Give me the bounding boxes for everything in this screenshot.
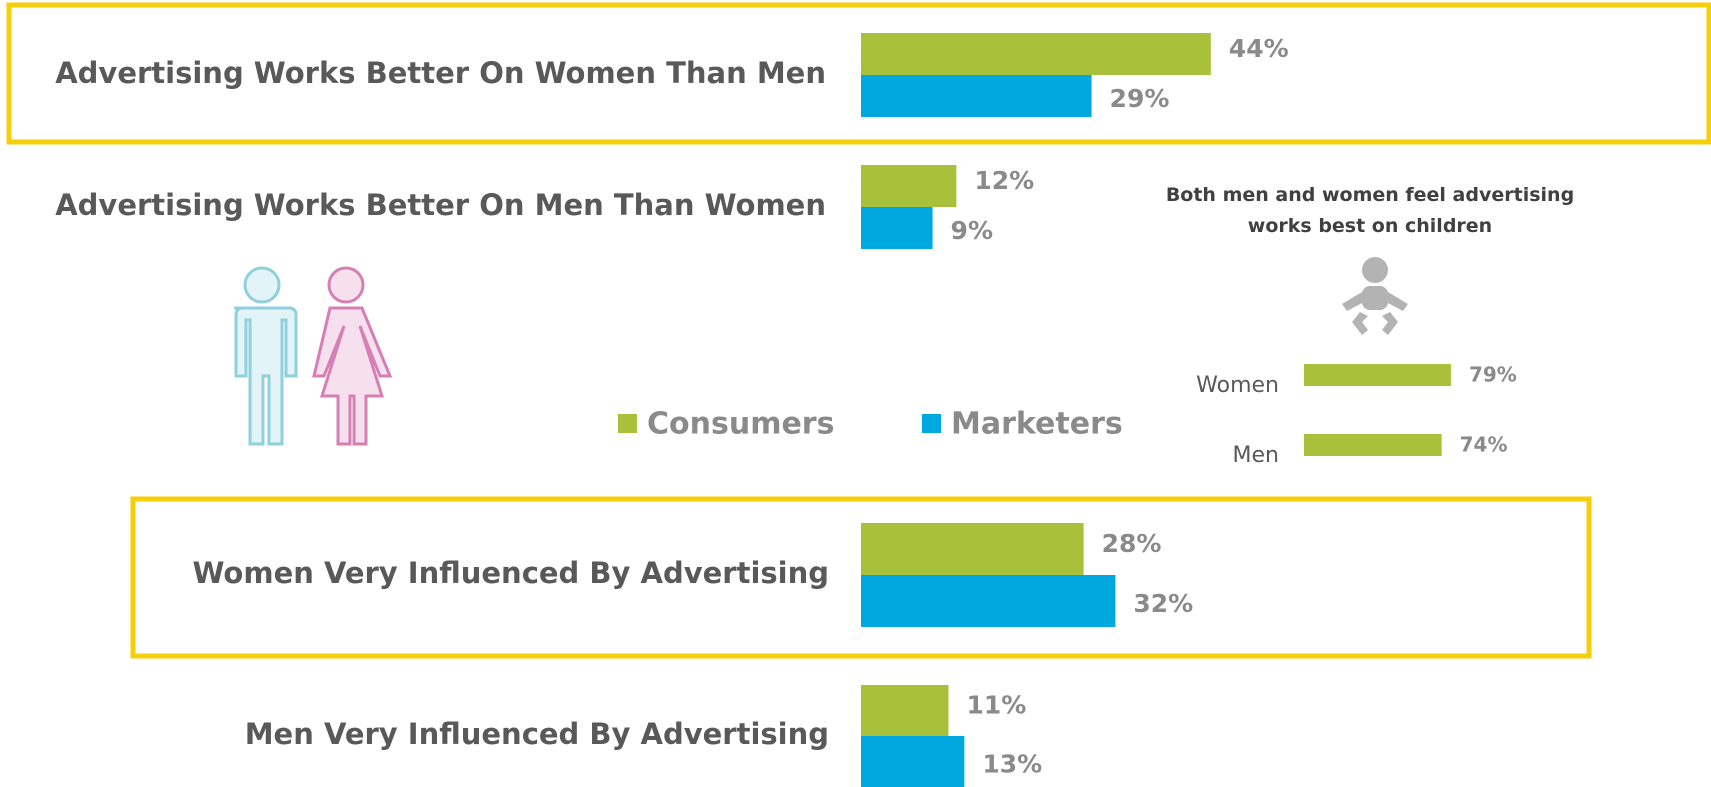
category-label: Men (1233, 443, 1279, 468)
bar (1304, 364, 1451, 386)
category-label: Men Very Influenced By Advertising (245, 717, 829, 751)
value-label: 29% (1110, 84, 1170, 113)
category-label: Women (1196, 373, 1279, 398)
value-label: 44% (1229, 34, 1289, 63)
value-label: 79% (1469, 363, 1517, 387)
value-label: 11% (966, 691, 1026, 720)
bar (861, 685, 949, 736)
bar (861, 736, 965, 787)
inset-title: Both men and women feel advertising work… (1165, 184, 1575, 237)
value-label: 74% (1460, 433, 1508, 457)
category-label: Women Very Influenced By Advertising (192, 556, 829, 590)
people-icon (234, 266, 393, 446)
value-label: 32% (1133, 589, 1193, 618)
legend-label: Consumers (647, 407, 834, 442)
value-label: 13% (982, 750, 1042, 779)
bar (861, 575, 1116, 627)
category-label: Advertising Works Better On Men Than Wom… (55, 188, 826, 222)
baby-icon (1342, 257, 1408, 335)
value-label: 28% (1102, 529, 1162, 558)
value-label: 12% (974, 166, 1034, 195)
legend-swatch (618, 414, 637, 433)
bar (861, 207, 933, 249)
bar (861, 165, 957, 207)
highlight-box (6, 2, 1711, 145)
value-label: 9% (951, 216, 993, 245)
bar (861, 75, 1092, 117)
highlight-box (130, 496, 1592, 659)
bar (1304, 434, 1442, 456)
category-label: Advertising Works Better On Women Than M… (55, 56, 826, 90)
legend-label: Marketers (951, 407, 1123, 442)
bar (861, 33, 1211, 75)
legend-swatch (922, 414, 941, 433)
bar (861, 523, 1084, 575)
